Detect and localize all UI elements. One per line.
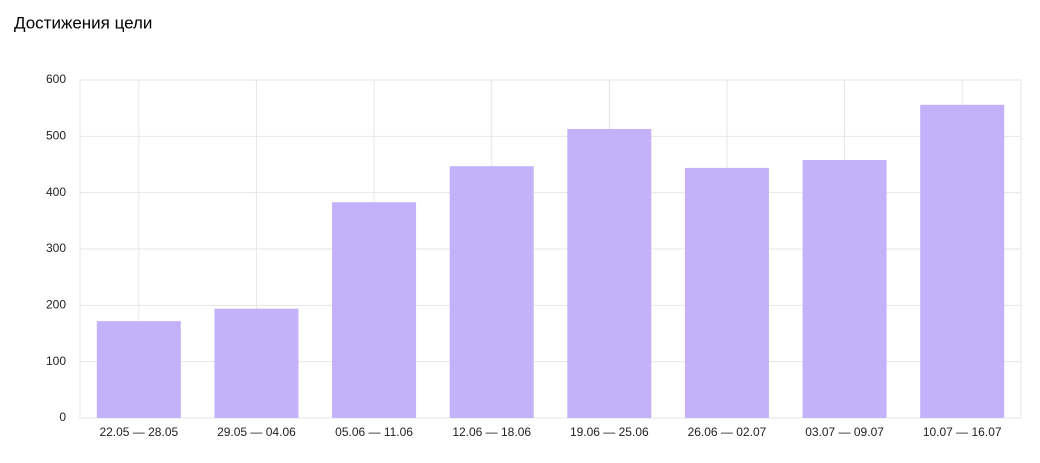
y-tick-label: 600 — [46, 72, 66, 86]
y-tick-label: 300 — [46, 241, 66, 255]
bar — [802, 159, 887, 418]
bar — [684, 167, 769, 418]
x-tick-label: 19.06 — 25.06 — [570, 425, 649, 439]
bar — [332, 202, 417, 418]
bar — [214, 308, 299, 418]
bar — [96, 321, 181, 418]
x-tick-label: 29.05 — 04.06 — [217, 425, 296, 439]
y-tick-label: 100 — [46, 354, 66, 368]
y-tick-label: 500 — [46, 129, 66, 143]
x-tick-label: 26.06 — 02.07 — [688, 425, 767, 439]
x-tick-label: 10.07 — 16.07 — [923, 425, 1002, 439]
x-tick-label: 22.05 — 28.05 — [99, 425, 178, 439]
bar — [567, 129, 652, 418]
y-tick-label: 0 — [59, 410, 66, 424]
chart-title: Достижения цели — [14, 13, 152, 32]
y-tick-label: 200 — [46, 298, 66, 312]
bar — [449, 166, 534, 418]
x-tick-label: 03.07 — 09.07 — [805, 425, 884, 439]
bar — [920, 104, 1005, 418]
x-tick-label: 05.06 — 11.06 — [335, 425, 413, 439]
x-tick-label: 12.06 — 18.06 — [452, 425, 531, 439]
y-tick-label: 400 — [46, 185, 66, 199]
